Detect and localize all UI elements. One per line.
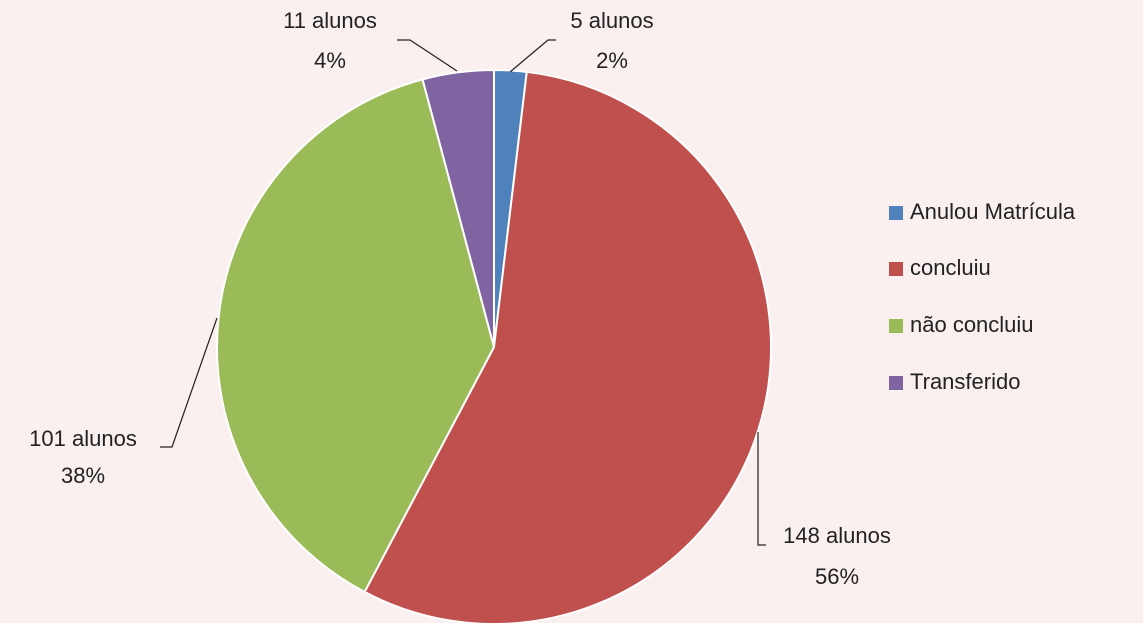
data-label: 101 alunos: [29, 426, 137, 451]
legend-label: não concluiu: [910, 312, 1034, 337]
legend-label: Anulou Matrícula: [910, 199, 1076, 224]
legend-swatch: [889, 206, 903, 220]
leader-line: [509, 39, 556, 73]
percent-label: 56%: [815, 564, 859, 589]
legend-swatch: [889, 262, 903, 276]
legend-label: concluiu: [910, 255, 991, 280]
data-label: 148 alunos: [783, 523, 891, 548]
pie-slice: [216, 78, 496, 594]
percent-label: 4%: [314, 48, 346, 73]
pie-slice: [363, 70, 772, 623]
percent-label: 2%: [596, 48, 628, 73]
legend-swatch: [889, 319, 903, 333]
leader-line: [757, 432, 766, 546]
pie-slice: [421, 68, 495, 348]
legend-swatch: [889, 376, 903, 390]
legend-label: Transferido: [910, 369, 1020, 394]
leader-line: [160, 317, 218, 448]
percent-label: 38%: [61, 463, 105, 488]
leader-line: [397, 39, 458, 72]
data-label: 5 alunos: [570, 8, 653, 33]
data-label: 11 alunos: [283, 8, 377, 33]
